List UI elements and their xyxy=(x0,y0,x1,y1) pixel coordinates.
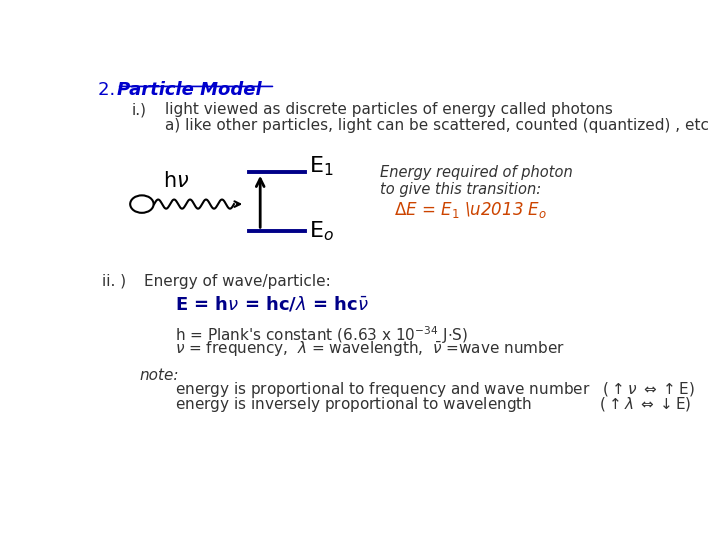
Text: h$\nu$: h$\nu$ xyxy=(163,171,189,191)
Text: Energy required of photon
to give this transition:: Energy required of photon to give this t… xyxy=(380,165,573,197)
Text: Particle Model: Particle Model xyxy=(117,82,261,99)
Text: E$_o$: E$_o$ xyxy=(309,219,334,243)
Text: E = h$\nu$ = hc/$\lambda$ = hc$\bar{\nu}$: E = h$\nu$ = hc/$\lambda$ = hc$\bar{\nu}… xyxy=(175,295,369,314)
Text: E$_1$: E$_1$ xyxy=(309,155,333,179)
Text: $\Delta$E = E$_1$ \u2013 E$_o$: $\Delta$E = E$_1$ \u2013 E$_o$ xyxy=(394,200,547,220)
Text: h = Plank's constant (6.63 x 10$^{-34}$ J$\cdot$S): h = Plank's constant (6.63 x 10$^{-34}$ … xyxy=(175,325,468,346)
Text: Energy of wave/particle:: Energy of wave/particle: xyxy=(144,274,331,288)
Text: energy is inversely proportional to wavelength              ($\uparrow$$\lambda$: energy is inversely proportional to wave… xyxy=(175,395,691,414)
Text: light viewed as discrete particles of energy called photons: light viewed as discrete particles of en… xyxy=(166,102,613,117)
Text: $\nu$ = frequency,  $\lambda$ = wavelength,  $\bar{\nu}$ =wave number: $\nu$ = frequency, $\lambda$ = wavelengt… xyxy=(175,340,565,359)
Text: ii. ): ii. ) xyxy=(102,274,127,288)
Text: a) like other particles, light can be scattered, counted (quantized) , etc: a) like other particles, light can be sc… xyxy=(166,118,709,133)
Text: energy is proportional to frequency and wave number   ($\uparrow$$\nu$ $\Leftrig: energy is proportional to frequency and … xyxy=(175,380,695,399)
Text: 2.: 2. xyxy=(99,82,122,99)
Text: note:: note: xyxy=(139,368,179,382)
Text: i.): i.) xyxy=(132,102,147,117)
